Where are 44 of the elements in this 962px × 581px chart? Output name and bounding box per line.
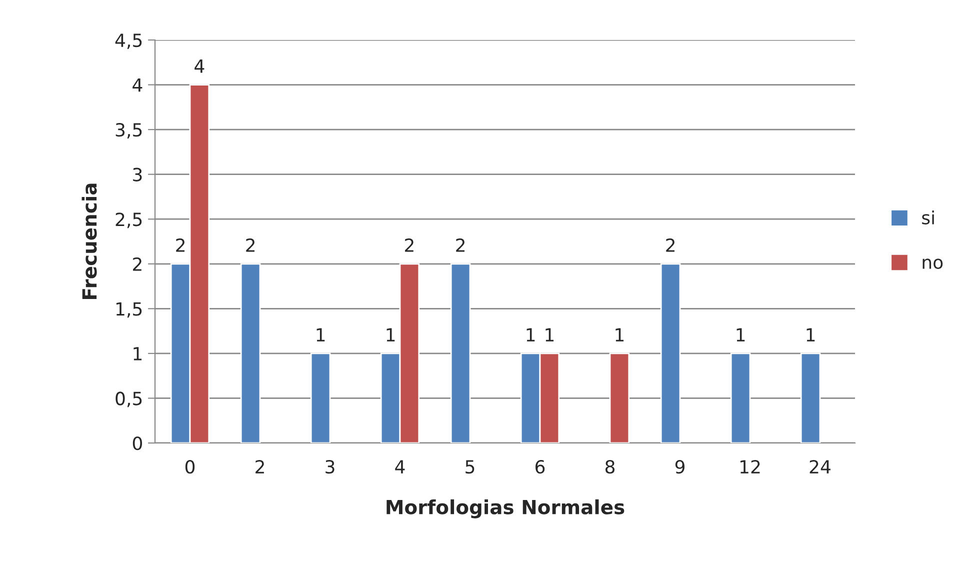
x-tick-label: 8 bbox=[605, 460, 615, 474]
legend-label: si bbox=[922, 210, 934, 224]
y-tick-label: 4 bbox=[132, 78, 142, 92]
data-label: 2 bbox=[456, 238, 464, 252]
bar bbox=[800, 352, 821, 443]
legend-label: no bbox=[922, 258, 943, 270]
y-tick-label: 3 bbox=[133, 168, 142, 182]
y-tick-label: 2 bbox=[133, 257, 142, 271]
data-label: 4 bbox=[194, 60, 204, 73]
bar bbox=[609, 352, 630, 443]
x-tick-label: 3 bbox=[326, 460, 334, 474]
data-label: 2 bbox=[246, 238, 254, 252]
bar bbox=[450, 263, 471, 443]
data-label: 2 bbox=[666, 238, 674, 252]
x-tick-label: 0 bbox=[185, 460, 195, 474]
x-axis-title: Morfologias Normales bbox=[386, 499, 624, 518]
x-tick-label: 6 bbox=[536, 460, 545, 474]
data-label: 1 bbox=[526, 328, 535, 342]
x-tick-label: 5 bbox=[466, 460, 474, 474]
x-tick-label: 4 bbox=[395, 460, 405, 474]
y-axis-title: Frecuencia bbox=[82, 184, 97, 299]
y-tick-label: 3,5 bbox=[116, 123, 142, 139]
x-tick-label: 24 bbox=[810, 460, 830, 474]
data-label: 2 bbox=[405, 238, 414, 252]
y-tick-label: 0 bbox=[132, 436, 142, 450]
y-tick-label: 1 bbox=[134, 347, 142, 360]
y-tick-label: 1,5 bbox=[116, 302, 142, 318]
data-label: 1 bbox=[616, 328, 624, 342]
data-label: 1 bbox=[736, 328, 745, 342]
x-tick-label: 9 bbox=[675, 460, 684, 474]
y-tick-label: 2,5 bbox=[116, 212, 142, 228]
bar bbox=[660, 263, 681, 443]
data-label: 1 bbox=[386, 328, 395, 342]
x-tick-label: 12 bbox=[740, 460, 760, 474]
bar bbox=[240, 263, 261, 443]
y-tick-label: 0,5 bbox=[116, 392, 142, 408]
bar bbox=[730, 352, 751, 443]
x-tick-label: 2 bbox=[256, 460, 264, 474]
data-label: 1 bbox=[316, 328, 325, 342]
data-label: 1 bbox=[806, 328, 815, 342]
data-label: 2 bbox=[176, 238, 184, 252]
y-tick-label: 4,5 bbox=[115, 34, 142, 49]
bar bbox=[310, 352, 331, 443]
data-label: 1 bbox=[546, 328, 554, 342]
